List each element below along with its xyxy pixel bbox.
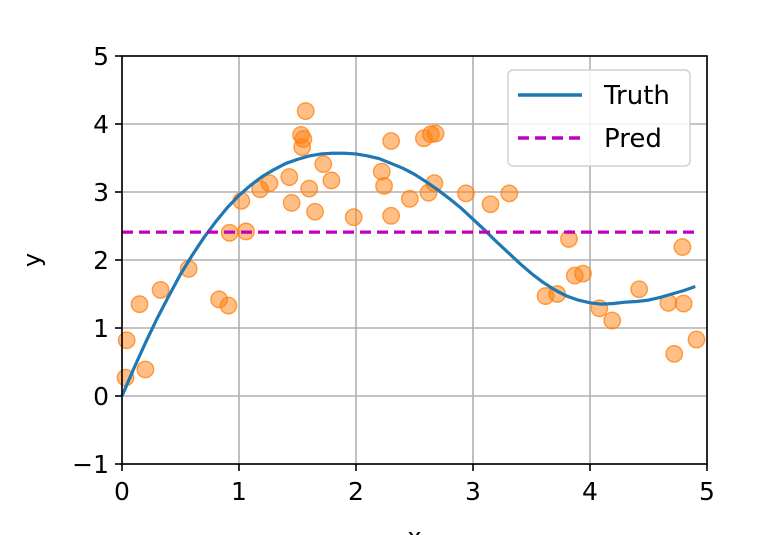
legend-pred-label: Pred	[604, 124, 662, 154]
truth-line	[120, 151, 696, 397]
scatter-point	[481, 195, 500, 214]
scatter-point	[322, 171, 341, 190]
scatter-point	[665, 344, 684, 363]
scatter-point	[117, 331, 136, 350]
scatter-point	[282, 193, 301, 212]
scatter-point	[344, 208, 363, 227]
scatter-point	[426, 124, 445, 143]
y-tick-label: −1	[72, 450, 109, 479]
x-tick-label: 4	[582, 477, 598, 506]
scatter-point	[300, 179, 319, 198]
y-axis-label: y	[18, 253, 46, 267]
scatter-point	[375, 176, 393, 195]
scatter-point	[574, 264, 592, 283]
x-tick-label: 3	[465, 477, 481, 506]
line-series	[120, 151, 696, 397]
y-tick-label: 5	[93, 42, 109, 71]
scatter-point	[687, 330, 706, 349]
y-tick-label: 1	[93, 314, 109, 343]
legend-truth-label: Truth	[603, 81, 670, 111]
scatter-point	[306, 202, 324, 221]
scatter-point	[630, 280, 649, 299]
scatter-point	[382, 132, 400, 150]
scatter-point	[673, 238, 692, 256]
scatter-point	[151, 281, 170, 299]
scatter-point	[280, 168, 299, 186]
scatter-point	[603, 311, 622, 330]
y-tick-label: 0	[93, 382, 109, 411]
y-tick-label: 4	[93, 110, 109, 139]
y-tick-label: 2	[93, 246, 109, 275]
scatter-point	[136, 360, 155, 379]
scatter-point	[400, 189, 419, 208]
scatter-point	[260, 174, 279, 193]
y-tick-label: 3	[93, 178, 109, 207]
scatter-point	[296, 102, 315, 120]
x-tick-label: 2	[348, 477, 364, 506]
scatter-point	[382, 206, 400, 225]
x-tick-label: 5	[699, 477, 715, 506]
scatter-point	[314, 155, 333, 174]
x-tick-label: 0	[114, 477, 130, 506]
scatter-series	[116, 102, 706, 387]
x-tick-label: 1	[231, 477, 247, 506]
legend: Truth Pred	[507, 69, 691, 167]
scatter-point	[457, 184, 475, 203]
scatter-point	[130, 295, 149, 314]
scatter-point	[294, 130, 313, 148]
scatter-point	[674, 294, 693, 313]
x-axis-label: x	[407, 523, 421, 535]
scatter-point	[219, 296, 238, 315]
scatter-point	[500, 184, 519, 203]
